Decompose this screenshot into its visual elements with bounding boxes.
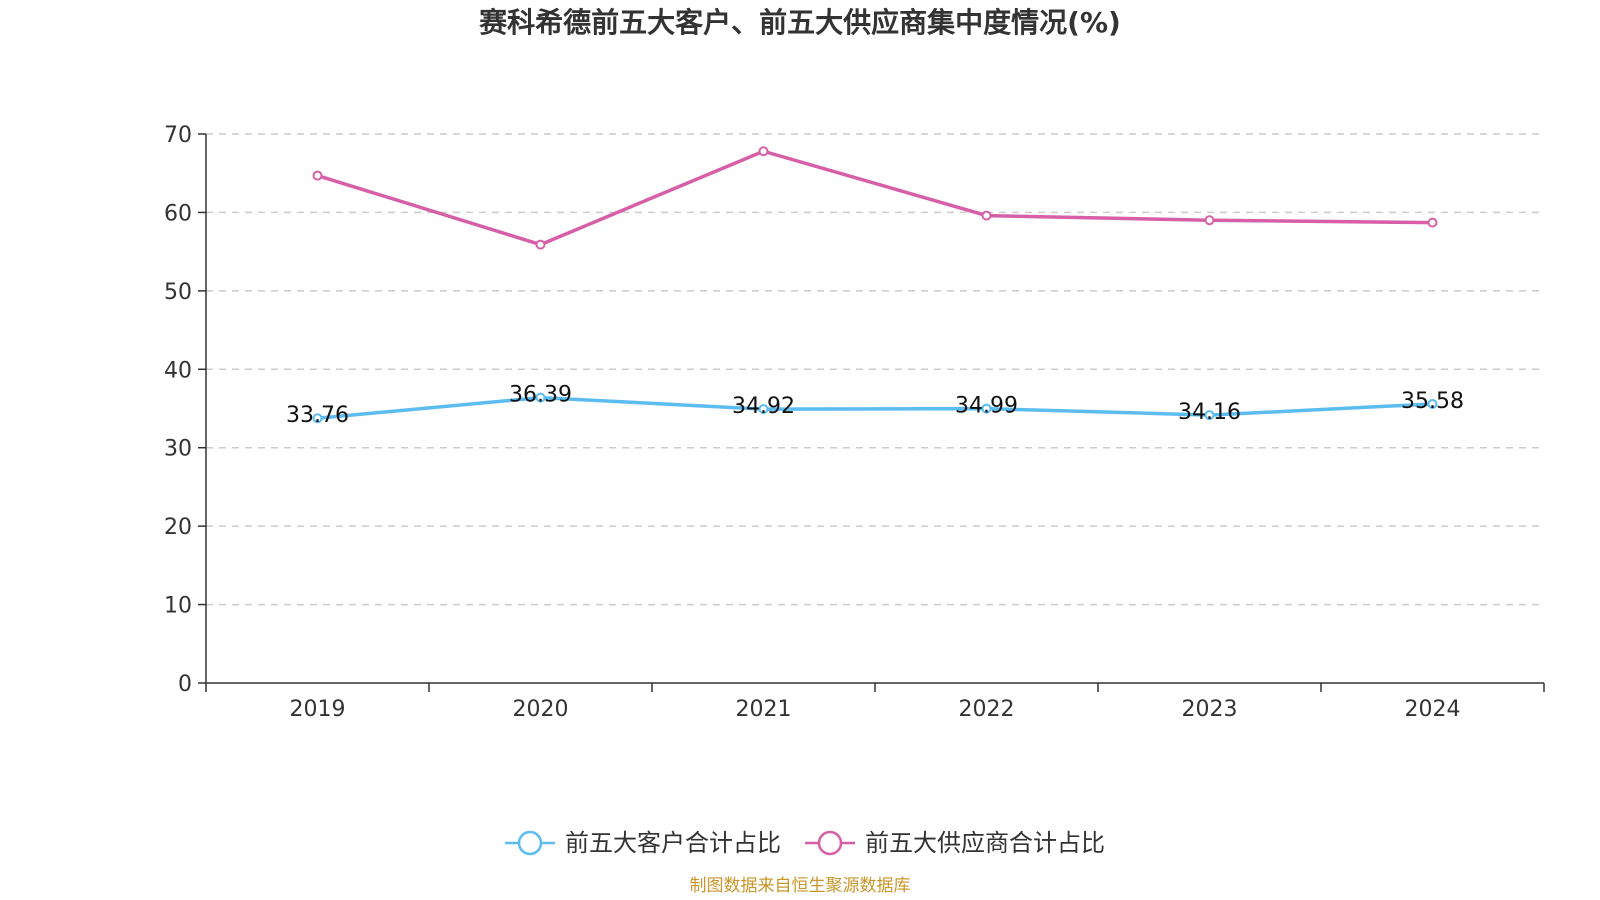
data-label: 34.16 [1178,400,1241,425]
x-tick-label: 2021 [736,697,792,722]
data-point[interactable] [758,146,769,157]
data-point[interactable] [758,404,769,415]
x-tick-label: 2023 [1182,697,1238,722]
legend-item-1[interactable]: 前五大供应商合计占比 [805,829,1105,857]
legend-marker-icon [817,830,843,856]
x-tick-label: 2020 [513,697,569,722]
chart-title: 赛科希德前五大客户、前五大供应商集中度情况(%) [479,6,1121,39]
y-tick-label: 30 [164,437,192,462]
legend[interactable]: 前五大客户合计占比 前五大供应商合计占比 [505,829,1105,857]
legend-label: 前五大供应商合计占比 [865,829,1105,857]
y-tick-label: 60 [164,201,192,226]
x-tick-label: 2022 [959,697,1015,722]
data-labels: 33.76 36.39 34.92 34.99 34.16 35.58 [286,383,1464,429]
y-tick-label: 70 [164,123,192,148]
axes: 0 10 20 30 40 50 60 70 2019 2020 2021 2022 2023 2024 [164,123,1545,722]
legend-marker-icon [517,830,543,856]
data-point[interactable] [1204,410,1215,421]
y-tick-label: 10 [164,594,192,619]
series-lines [312,146,1438,424]
series-line-0 [317,395,1433,420]
data-label: 34.92 [732,394,795,419]
x-tick-label: 2024 [1405,697,1461,722]
data-point[interactable] [312,413,323,424]
data-label: 34.99 [955,394,1018,419]
series-line-1 [316,149,1433,247]
y-tick-label: 40 [164,358,192,383]
data-point[interactable] [535,239,546,250]
data-point[interactable] [981,210,992,221]
y-tick-label: 50 [164,280,192,305]
legend-item-0[interactable]: 前五大客户合计占比 [505,829,781,857]
source-note: 制图数据来自恒生聚源数据库 [690,876,911,896]
data-label: 33.76 [286,403,349,428]
y-tick-label: 20 [164,515,192,540]
data-point[interactable] [535,392,546,403]
data-point[interactable] [1204,215,1215,226]
data-point[interactable] [1427,217,1438,228]
data-point[interactable] [1427,398,1438,409]
data-point[interactable] [312,170,323,181]
grid-lines [206,133,1544,606]
data-label: 36.39 [509,383,572,408]
legend-label: 前五大客户合计占比 [565,829,781,857]
data-point[interactable] [981,403,992,414]
data-label: 35.58 [1401,389,1464,414]
y-tick-label: 0 [178,672,192,697]
x-tick-label: 2019 [290,697,346,722]
